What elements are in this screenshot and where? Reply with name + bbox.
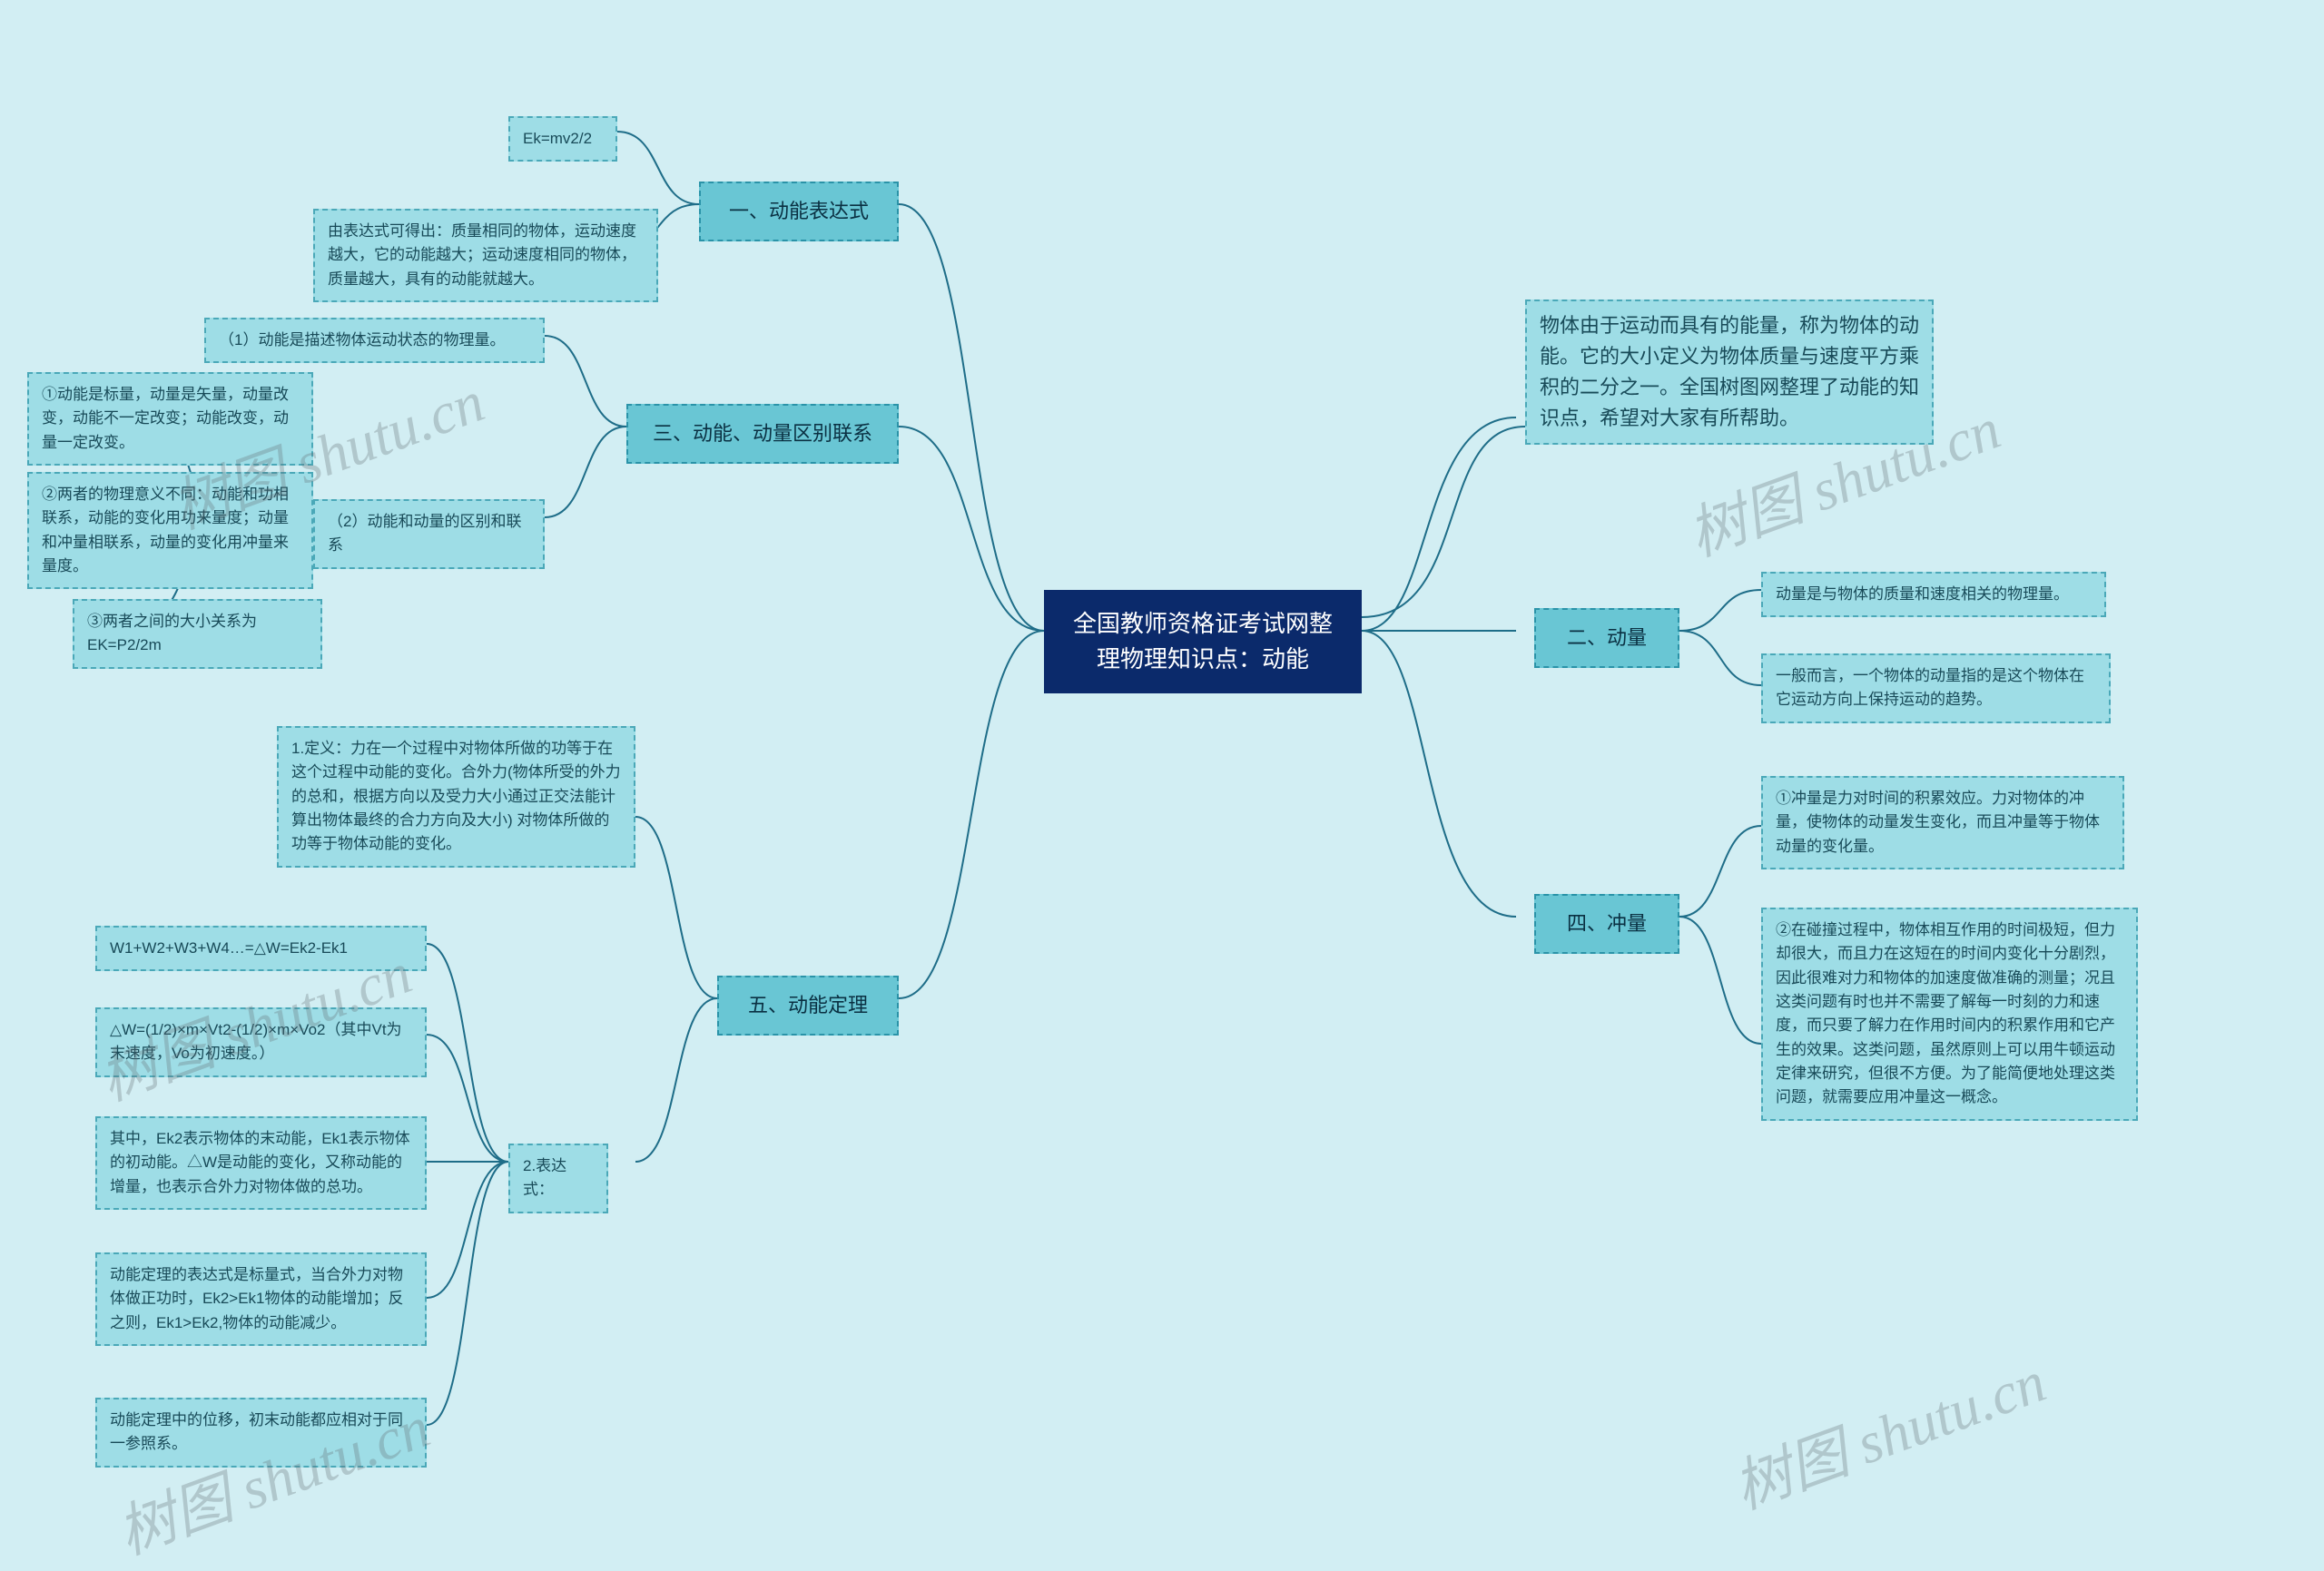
- b3-leaf-2: （2）动能和动量的区别和联系: [313, 499, 545, 569]
- b5-l2-c3: 其中，Ek2表示物体的末动能，Ek1表示物体的初动能。△W是动能的变化，又称动能…: [95, 1116, 427, 1210]
- b3-l2-c1: ①动能是标量，动量是矢量，动量改变，动能不一定改变；动能改变，动量一定改变。: [27, 372, 313, 466]
- b3-l2-c3: ③两者之间的大小关系为EK=P2/2m: [73, 599, 322, 669]
- b2-leaf-1: 动量是与物体的质量和速度相关的物理量。: [1761, 572, 2106, 617]
- b5-leaf-2: 2.表达式：: [508, 1144, 608, 1213]
- root-node: 全国教师资格证考试网整 理物理知识点：动能: [1044, 590, 1362, 693]
- b1-leaf-2: 由表达式可得出：质量相同的物体，运动速度越大，它的动能越大；运动速度相同的物体，…: [313, 209, 658, 302]
- b5-l2-c4: 动能定理的表达式是标量式，当合外力对物体做正功时，Ek2>Ek1物体的动能增加；…: [95, 1252, 427, 1346]
- b5-l2-c5: 动能定理中的位移，初末动能都应相对于同一参照系。: [95, 1398, 427, 1468]
- branch-2: 二、动量: [1534, 608, 1679, 668]
- b5-l2-c1: W1+W2+W3+W4…=△W=Ek2-Ek1: [95, 926, 427, 971]
- branch-5: 五、动能定理: [717, 976, 899, 1036]
- watermark-5: 树图 shutu.cn: [1720, 1335, 2055, 1525]
- branch-3: 三、动能、动量区别联系: [626, 404, 899, 464]
- b3-l2-c2: ②两者的物理意义不同：动能和功相联系，动能的变化用功来量度；动量和冲量相联系，动…: [27, 472, 313, 589]
- b2-leaf-2: 一般而言，一个物体的动量指的是这个物体在它运动方向上保持运动的趋势。: [1761, 653, 2111, 723]
- b5-leaf-1: 1.定义：力在一个过程中对物体所做的功等于在这个过程中动能的变化。合外力(物体所…: [277, 726, 635, 868]
- root-line2: 理物理知识点：动能: [1068, 642, 1338, 677]
- branch-4: 四、冲量: [1534, 894, 1679, 954]
- b1-leaf-1: Ek=mv2/2: [508, 116, 617, 162]
- intro-box: 物体由于运动而具有的能量，称为物体的动能。它的大小定义为物体质量与速度平方乘积的…: [1525, 299, 1934, 445]
- b3-leaf-1: （1）动能是描述物体运动状态的物理量。: [204, 318, 545, 363]
- b4-leaf-1: ①冲量是力对时间的积累效应。力对物体的冲量，使物体的动量发生变化，而且冲量等于物…: [1761, 776, 2124, 869]
- b4-leaf-2: ②在碰撞过程中，物体相互作用的时间极短，但力却很大，而且力在这短在的时间内变化十…: [1761, 908, 2138, 1121]
- root-line1: 全国教师资格证考试网整: [1068, 606, 1338, 642]
- b5-l2-c2: △W=(1/2)×m×Vt2-(1/2)×m×Vo2（其中Vt为末速度，Vo为初…: [95, 1007, 427, 1077]
- branch-1: 一、动能表达式: [699, 182, 899, 241]
